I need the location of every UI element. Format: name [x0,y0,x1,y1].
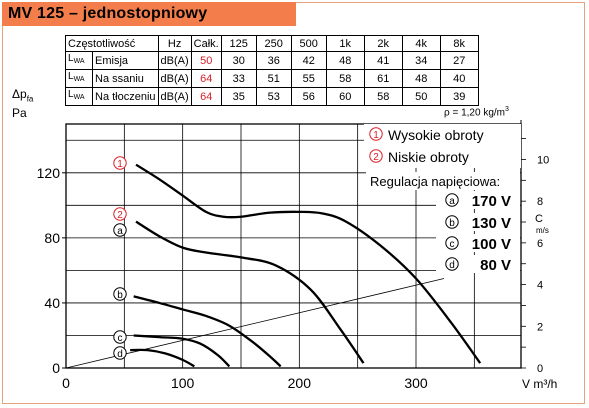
row-value: 50 [401,87,441,106]
right-axis-unit: m/s [536,226,549,235]
y-tick-label: 120 [37,165,61,181]
voltage-symbol-label-a: a [449,196,455,207]
curve-marker-label-2: 2 [117,210,123,221]
legend-low-speed: Niskie obroty [388,149,469,165]
voltage-label-b: 130 V [472,215,511,232]
air-density-note: ρ = 1,20 kg/m3 [444,106,509,119]
noise-table: Częstotliwość Hz Całk. 125 250 500 1k 2k… [65,35,479,106]
regulation-title: Regulacja napięciowa: [370,174,500,189]
table-header-250: 250 [255,35,292,52]
row-value: 58 [363,87,403,106]
voltage-background [436,234,520,252]
y-tick-label: 80 [44,230,60,246]
voltage-label-a: 170 V [472,193,511,210]
row-value: 40 [439,69,479,88]
right-axis-tick-label: 4 [537,280,543,292]
curve-marker-b [113,287,127,301]
legend-symbol-high-label: 1 [373,130,379,141]
row-value: 27 [439,51,479,70]
curve-marker-2 [113,207,127,221]
curve-marker-label-b: b [117,290,123,301]
table-row: LWA Na tłoczeniu dB(A) 64 35 53 56 60 58… [65,87,479,106]
row-total: 64 [190,87,222,106]
x-axis-title: V m³/h [522,377,557,391]
legend-symbol-high [369,127,383,141]
row-value: 42 [290,51,327,70]
row-unit: dB(A) [157,69,192,88]
curve-marker-label-a: a [117,226,123,237]
table-header-125: 125 [220,35,257,52]
table-header-frequency: Częstotliwość [65,35,159,52]
row-value: 35 [220,87,257,106]
voltage-symbol-label-c: c [450,239,455,250]
curve-d [130,348,195,368]
title-bar: MV 125 – jednostopniowy [2,2,296,26]
curve-markers: 1 2 a b cd [113,156,127,360]
table-row: LWA Emisja dB(A) 50 30 36 42 48 41 34 27 [65,51,479,70]
row-value: 51 [255,69,292,88]
curve-marker-d [113,346,127,360]
voltage-background [436,213,520,231]
curve-marker-a [113,223,127,237]
legend: 1 Wysokie obroty 2 Niskie obroty Regulacja n… [364,124,521,274]
row-value: 48 [401,69,441,88]
curves [66,163,482,369]
right-axis-tick-label: 6 [537,238,543,250]
right-axis-tick-label: 2 [537,321,543,333]
right-axis-title: C [535,213,543,225]
table-row: LWA Na ssaniu dB(A) 64 33 51 55 58 61 48… [65,69,479,88]
page-title: MV 125 – jednostopniowy [8,5,208,22]
curve-b [133,295,282,368]
curve-1 [135,163,482,364]
right-axis-tick-label: 10 [537,154,549,166]
axes: 0 100 200 300 V m³/h 0 40 80 120 0 2 4 6 8 10 Cm/s [37,120,557,391]
right-axis-tick-label: 8 [537,196,543,208]
voltage-symbol-a [445,193,459,207]
row-label: Emisja [92,51,159,70]
legend-symbol-low-label: 2 [373,152,379,163]
curve-c [133,334,231,368]
curve-marker-1 [113,156,127,170]
voltage-symbol-label-d: d [449,260,455,271]
row-total: 64 [190,69,222,88]
voltage-label-c: 100 V [472,236,511,253]
voltage-symbol-label-b: b [449,218,455,229]
velocity-line [66,278,445,369]
legend-high-speed: Wysokie obroty [388,127,484,143]
row-value: 48 [325,51,365,70]
curve-marker-label-c: c [118,333,123,344]
row-unit: dB(A) [157,51,192,70]
voltage-background [436,191,520,209]
row-unit: dB(A) [157,87,192,106]
voltage-label-d: 80 V [480,257,511,274]
lwa-label: LWA [65,87,93,106]
y-tick-label: 40 [44,295,60,311]
table-header-row: Częstotliwość Hz Całk. 125 250 500 1k 2k… [65,35,479,52]
curve-marker-c [113,330,127,344]
x-tick-label: 300 [404,375,428,391]
y-tick-label: 0 [52,360,60,376]
legend-background [364,124,521,168]
x-tick-label: 200 [288,375,312,391]
x-tick-label: 0 [62,375,70,391]
curve-marker-label-1: 1 [117,159,123,170]
x-tick-label: 100 [171,375,195,391]
legend-symbol-low [369,149,383,163]
curve-2 [135,220,365,364]
right-axis-tick-label: 0 [537,363,543,375]
y-axis-label: Δpfa Pa [12,87,34,121]
voltage-background [436,255,520,273]
voltage-symbol-c [445,236,459,250]
row-label: Na tłoczeniu [92,87,159,106]
row-value: 58 [325,69,365,88]
curve-marker-label-d: d [117,349,123,360]
voltage-symbol-b [445,215,459,229]
regulation-title-background [366,172,520,190]
voltage-symbol-d [445,257,459,271]
row-value: 39 [439,87,479,106]
